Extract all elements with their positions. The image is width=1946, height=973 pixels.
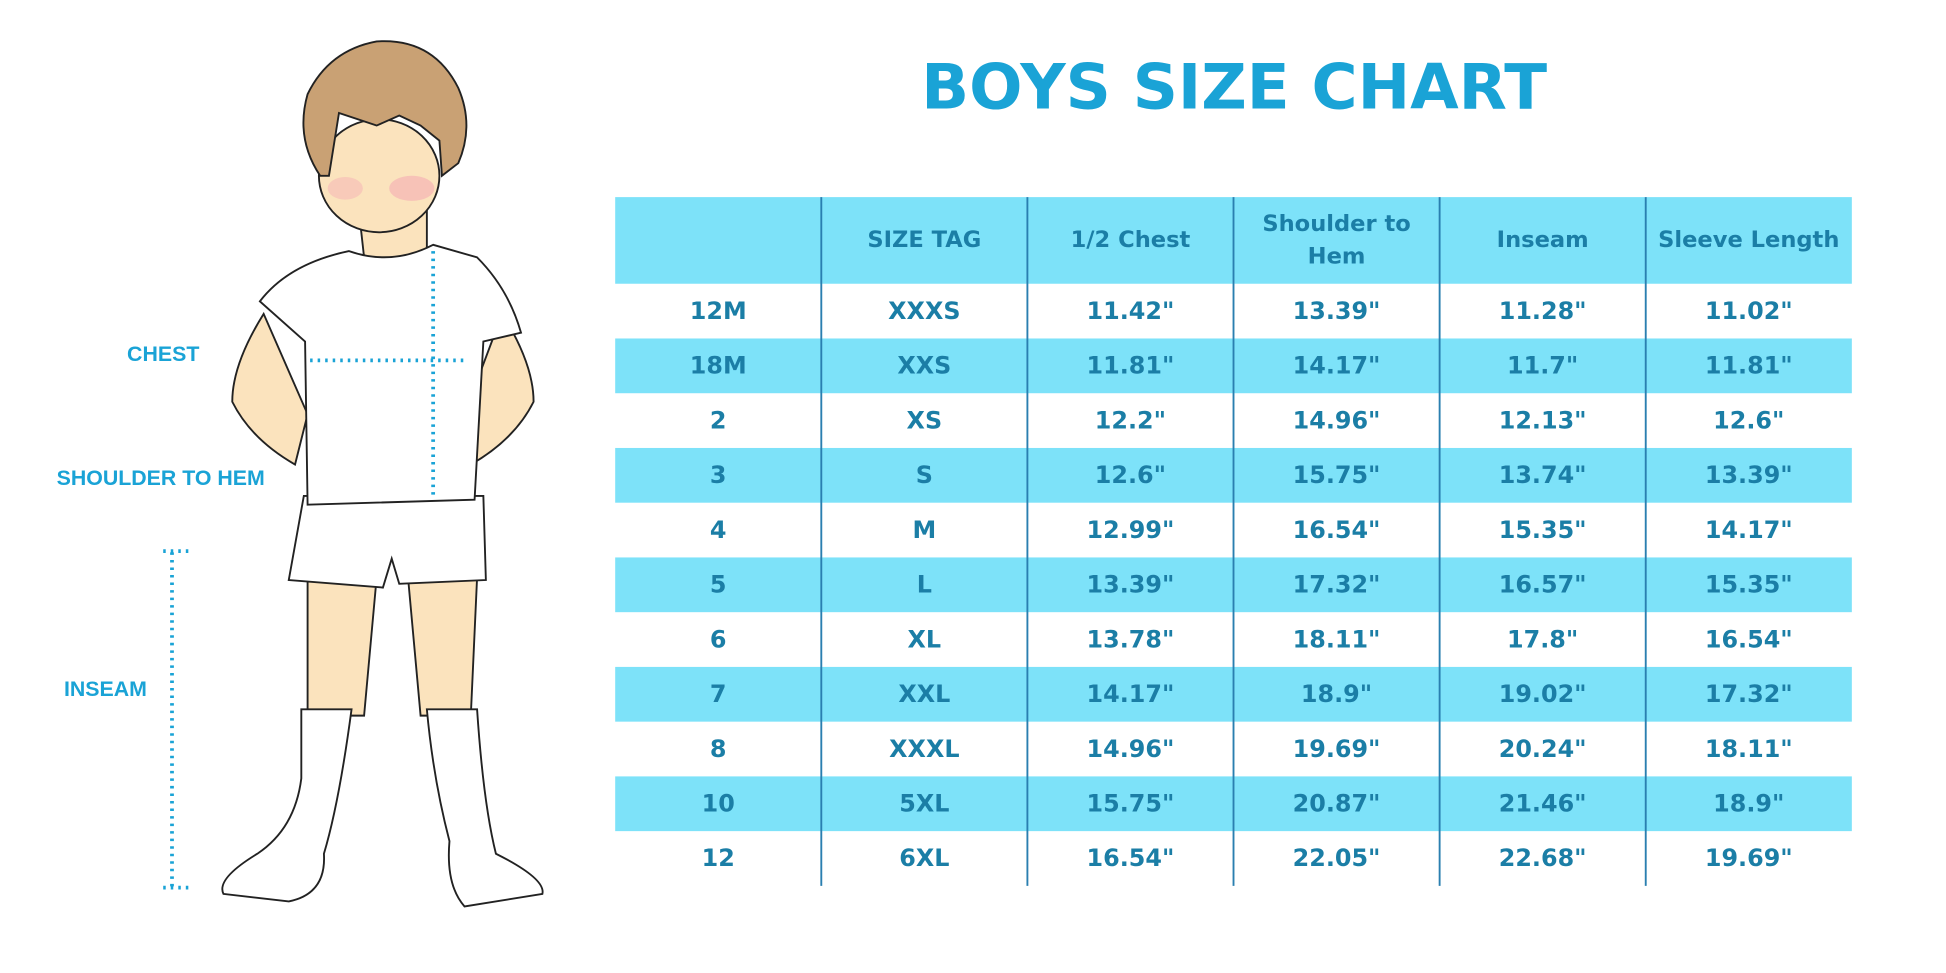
cell: 19.69" xyxy=(1705,844,1793,872)
cell: 13.39" xyxy=(1293,297,1381,325)
title: BOYS SIZE CHART xyxy=(921,51,1547,124)
cell: 11.81" xyxy=(1705,352,1793,380)
cell: M xyxy=(912,516,936,544)
cell: 15.75" xyxy=(1087,790,1175,818)
cell: XXXS xyxy=(888,297,960,325)
cell: 14.17" xyxy=(1293,352,1381,380)
cell: 4 xyxy=(710,516,727,544)
cell: XS xyxy=(907,406,943,434)
cell: 12 xyxy=(702,844,735,872)
cell: 12.13" xyxy=(1499,406,1587,434)
cell: 14.17" xyxy=(1705,516,1793,544)
cell: 12.6" xyxy=(1095,461,1166,489)
cell: 13.39" xyxy=(1087,571,1175,599)
cell: 6XL xyxy=(899,844,949,872)
cell: 20.87" xyxy=(1293,790,1381,818)
cell: 22.05" xyxy=(1293,844,1381,872)
cell: 8 xyxy=(710,735,727,763)
inseam-label: INSEAM xyxy=(64,677,147,701)
cell: 14.17" xyxy=(1087,680,1175,708)
header-cell: Shoulder to Hem xyxy=(1262,211,1410,270)
header-cell: 1/2 Chest xyxy=(1071,227,1191,253)
shoulder-label: SHOULDER TO HEM xyxy=(57,466,265,490)
cell: 16.54" xyxy=(1293,516,1381,544)
cell: 14.96" xyxy=(1087,735,1175,763)
cell: 11.02" xyxy=(1705,297,1793,325)
cell: 17.32" xyxy=(1705,680,1793,708)
cell: 13.39" xyxy=(1705,461,1793,489)
cell: 11.81" xyxy=(1087,352,1175,380)
cell: 3 xyxy=(710,461,727,489)
cell: 14.96" xyxy=(1293,406,1381,434)
cell: L xyxy=(917,571,932,599)
cell: 18M xyxy=(690,352,747,380)
cell: 15.35" xyxy=(1705,571,1793,599)
chest-label: CHEST xyxy=(127,342,199,366)
cell: 13.78" xyxy=(1087,625,1175,653)
cell: 18.11" xyxy=(1293,625,1381,653)
boy-figure xyxy=(163,40,544,908)
cell: 12M xyxy=(690,297,747,325)
cell: 18.9" xyxy=(1301,680,1372,708)
cell: 11.42" xyxy=(1087,297,1175,325)
cell: 15.35" xyxy=(1499,516,1587,544)
cell: 5XL xyxy=(899,790,949,818)
cell: S xyxy=(916,461,933,489)
cell: XXXL xyxy=(889,735,959,763)
cell: 5 xyxy=(710,571,727,599)
cell: 18.11" xyxy=(1705,735,1793,763)
cell: XXS xyxy=(897,352,951,380)
header-cell: SIZE TAG xyxy=(867,227,981,253)
cell: 6 xyxy=(710,625,727,653)
cell: 11.28" xyxy=(1499,297,1587,325)
cell: 7 xyxy=(710,680,727,708)
cell: 19.69" xyxy=(1293,735,1381,763)
cell: 12.2" xyxy=(1095,406,1166,434)
cell: 12.6" xyxy=(1713,406,1784,434)
cell: 21.46" xyxy=(1499,790,1587,818)
cell: 17.8" xyxy=(1507,625,1578,653)
cell: 22.68" xyxy=(1499,844,1587,872)
cell: 16.54" xyxy=(1705,625,1793,653)
cell: 18.9" xyxy=(1713,790,1784,818)
cell: 2 xyxy=(710,406,727,434)
cell: 10 xyxy=(702,790,735,818)
cell: 16.57" xyxy=(1499,571,1587,599)
cell: 13.74" xyxy=(1499,461,1587,489)
cell: 15.75" xyxy=(1293,461,1381,489)
cell: 11.7" xyxy=(1507,352,1578,380)
cell: XXL xyxy=(898,680,950,708)
cell: 17.32" xyxy=(1293,571,1381,599)
cell: 20.24" xyxy=(1499,735,1587,763)
cell: 19.02" xyxy=(1499,680,1587,708)
header-cell: Inseam xyxy=(1497,227,1589,253)
cell: 12.99" xyxy=(1087,516,1175,544)
header-cell: Sleeve Length xyxy=(1658,227,1839,253)
cell: 16.54" xyxy=(1087,844,1175,872)
size-table: 12M XXXS 11.42" 13.39" 11.28" 11.02"18M XXS 11.… xyxy=(615,197,1852,886)
cell: XL xyxy=(908,625,942,653)
